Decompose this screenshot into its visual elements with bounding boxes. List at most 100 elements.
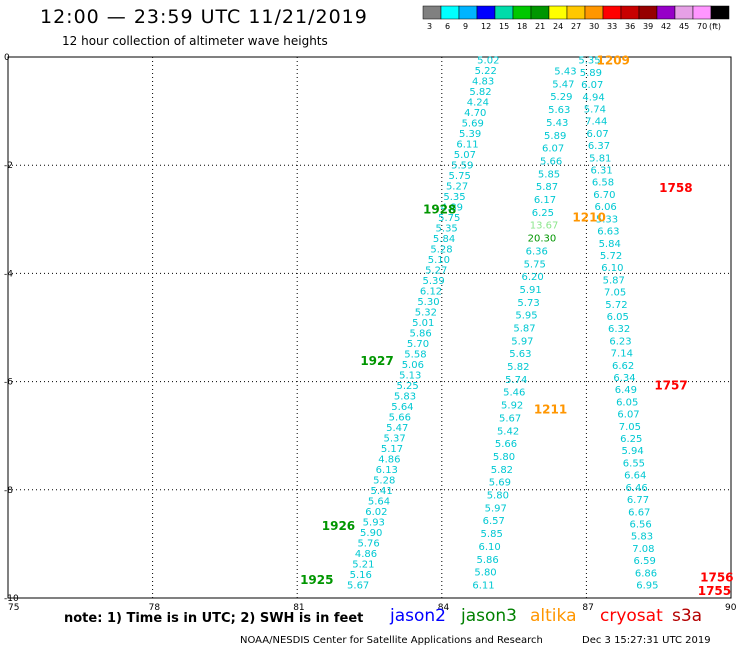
wave-height-point: 5.37: [383, 434, 405, 445]
wave-height-point: 5.66: [540, 156, 562, 167]
colorbar-swatch: [440, 5, 460, 20]
wave-height-point: 5.63: [509, 349, 531, 360]
wave-height-point: 6.55: [623, 458, 645, 469]
wave-height-point: 5.85: [481, 529, 503, 540]
x-tick-label: 81: [293, 603, 304, 613]
pass-time-label: 1927: [360, 354, 393, 368]
wave-height-point: 6.59: [634, 556, 656, 567]
wave-height-point: 5.35: [578, 56, 600, 67]
pass-time-label: 1926: [322, 519, 355, 533]
wave-height-point: 5.80: [487, 491, 509, 502]
wave-height-point: 5.58: [404, 350, 426, 361]
wave-height-point: 5.16: [350, 570, 372, 581]
colorbar-label: 42: [661, 22, 671, 31]
wave-height-point: 5.87: [513, 324, 535, 335]
wave-height-point: 5.69: [462, 119, 484, 130]
y-tick-label: -8: [4, 486, 13, 496]
pass-time-label: 1209: [597, 54, 630, 68]
colorbar-label: 36: [625, 22, 635, 31]
x-tick-label: 87: [582, 603, 593, 613]
wave-height-point: 5.70: [407, 339, 429, 350]
wave-height-point: 6.12: [420, 287, 442, 298]
wave-height-point: 6.25: [620, 434, 642, 445]
wave-height-point: 6.49: [615, 385, 637, 396]
colorbar-swatch: [566, 5, 586, 20]
colorbar-label: 45: [679, 22, 689, 31]
legend-cryosat: cryosat: [600, 606, 663, 626]
wave-height-point: 5.17: [381, 444, 403, 455]
wave-height-point: 5.94: [621, 446, 643, 457]
wave-height-point: 5.76: [357, 538, 379, 549]
wave-height-point: 5.82: [491, 465, 513, 476]
legend-jason3: jason3: [461, 606, 517, 626]
wave-height-point: 5.97: [511, 336, 533, 347]
colorbar-label: 3: [427, 22, 432, 31]
wave-height-point: 4.24: [467, 98, 489, 109]
wave-height-point: 6.25: [532, 208, 554, 219]
wave-height-point: 5.75: [524, 259, 546, 270]
x-tick-label: 78: [149, 603, 161, 613]
wave-height-point: 20.30: [528, 234, 557, 245]
wave-height-point: 6.32: [608, 324, 630, 335]
wave-height-point: 6.05: [607, 312, 629, 323]
wave-height-point: 6.56: [630, 519, 652, 530]
wave-height-point: 5.93: [363, 518, 385, 529]
wave-height-point: 5.35: [436, 224, 458, 235]
colorbar-swatch: [674, 5, 694, 20]
wave-height-point: 5.21: [352, 559, 374, 570]
colorbar-label: 12: [481, 22, 491, 31]
wave-height-point: 6.10: [601, 263, 623, 274]
x-tick-label: 90: [725, 603, 737, 613]
wave-height-point: 5.46: [503, 388, 525, 399]
wave-height-point: 5.83: [631, 532, 653, 543]
pass-time-label: 1756: [700, 570, 733, 584]
x-tick-label: 84: [438, 603, 450, 613]
wave-height-point: 5.39: [459, 129, 481, 140]
wave-height-point: 5.27: [446, 182, 468, 193]
pass-time-label: 1210: [572, 211, 605, 225]
colorbar-label: 27: [571, 22, 581, 31]
wave-height-point: 5.75: [449, 171, 471, 182]
chart-title: 12:00 — 23:59 UTC 11/21/2019: [40, 6, 368, 28]
wave-height-point: 5.74: [584, 105, 606, 116]
wave-height-point: 4.86: [355, 549, 377, 560]
wave-height-point: 6.58: [592, 178, 614, 189]
colorbar-label: 39: [643, 22, 653, 31]
wave-height-point: 5.72: [605, 300, 627, 311]
wave-height-point: 5.90: [360, 528, 382, 539]
wave-height-point: 5.74: [505, 375, 527, 386]
wave-height-point: 5.63: [548, 105, 570, 116]
wave-height-point: 6.36: [526, 246, 548, 257]
wave-height-point: 5.81: [589, 153, 611, 164]
wave-height-point: 6.02: [365, 507, 387, 518]
wave-height-point: 5.64: [368, 497, 390, 508]
wave-height-point: 5.64: [391, 402, 413, 413]
wave-height-point: 4.89: [441, 203, 463, 214]
wave-height-point: 7.05: [604, 288, 626, 299]
wave-height-point: 5.39: [423, 276, 445, 287]
wave-height-point: 5.89: [580, 68, 602, 79]
colorbar-swatch: [620, 5, 640, 20]
wave-height-point: 6.07: [581, 80, 603, 91]
colorbar-label: 9: [463, 22, 468, 31]
chart-subtitle: 12 hour collection of altimeter wave hei…: [62, 34, 328, 48]
wave-height-point: 5.66: [389, 413, 411, 424]
colorbar-label: 24: [553, 22, 563, 31]
y-tick-label: -4: [4, 269, 13, 279]
wave-height-point: 5.91: [519, 285, 541, 296]
wave-height-point: 5.29: [550, 92, 572, 103]
wave-height-point: 5.22: [475, 66, 497, 77]
wave-height-point: 5.85: [538, 169, 560, 180]
wave-height-point: 5.86: [476, 555, 498, 566]
colorbar-label: 15: [499, 22, 509, 31]
wave-height-point: 5.73: [517, 298, 539, 309]
y-tick-label: 0: [4, 53, 10, 63]
wave-height-point: 5.41: [370, 486, 392, 497]
colorbar-swatch: [458, 5, 478, 20]
wave-height-point: 7.08: [632, 544, 654, 555]
wave-height-point: 7.14: [611, 349, 633, 360]
wave-height-point: 6.70: [593, 190, 615, 201]
wave-height-point: 5.59: [451, 161, 473, 172]
wave-height-point: 6.31: [591, 166, 613, 177]
